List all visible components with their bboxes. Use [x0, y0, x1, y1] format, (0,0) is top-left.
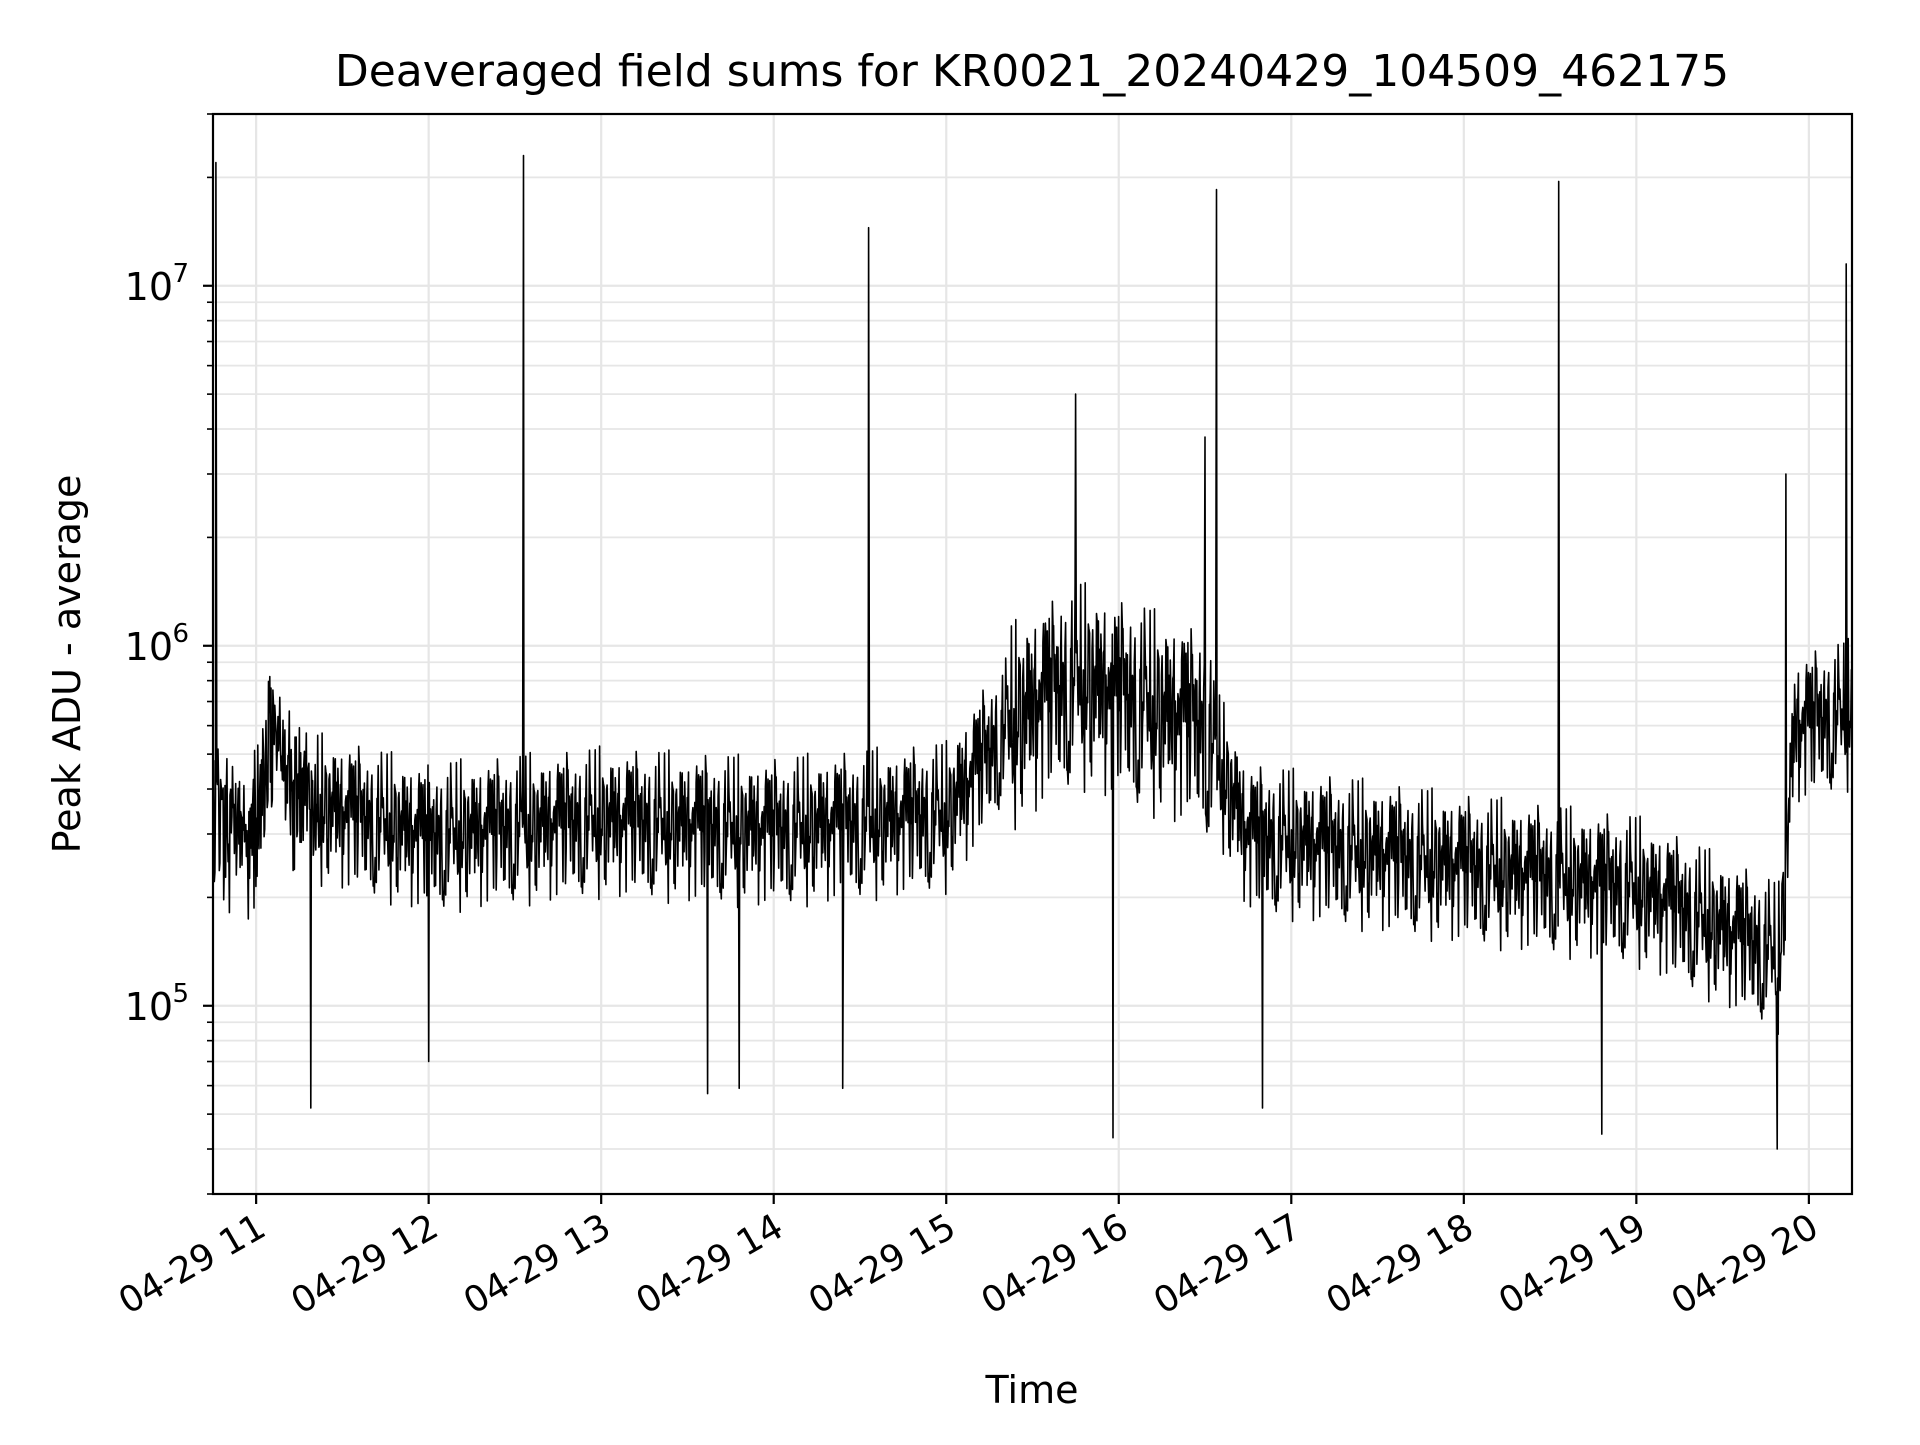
x-tick-label: 04-29 16 [975, 1206, 1136, 1322]
x-tick-label: 04-29 20 [1665, 1206, 1826, 1322]
y-tick-label: 10 [125, 625, 173, 669]
x-tick-label: 04-29 14 [630, 1206, 791, 1322]
data-series-line [212, 154, 1853, 1150]
x-tick-label: 04-29 17 [1147, 1206, 1308, 1322]
x-tick-label: 04-29 12 [284, 1206, 445, 1322]
x-tick-label: 04-29 15 [802, 1206, 963, 1322]
y-tick-exponent: 5 [172, 979, 189, 1009]
y-axis-label: Peak ADU - average [45, 475, 89, 854]
chart-title: Deaveraged field sums for KR0021_2024042… [335, 46, 1729, 97]
x-tick-label: 04-29 13 [457, 1206, 618, 1322]
series-layer [212, 154, 1853, 1150]
axes-layer: 04-29 11 04-29 12 04-29 13 04-29 14 04-29 15… [112, 112, 1854, 1323]
x-tick-label: 04-29 18 [1320, 1206, 1481, 1322]
x-tick-label: 04-29 11 [112, 1206, 273, 1322]
plot-frame [211, 112, 1854, 1196]
y-tick-label: 10 [125, 265, 173, 309]
y-tick-base: 10 [125, 625, 173, 669]
x-axis-label: Time [985, 1368, 1079, 1412]
x-tick-label: 04-29 19 [1492, 1206, 1653, 1322]
y-tick-exponent: 7 [172, 259, 189, 289]
grid-layer [213, 113, 1852, 1195]
y-tick-exponent: 6 [172, 619, 189, 649]
y-tick-base: 10 [125, 265, 173, 309]
y-tick-base: 10 [125, 985, 173, 1029]
y-tick-label: 10 [125, 985, 173, 1029]
